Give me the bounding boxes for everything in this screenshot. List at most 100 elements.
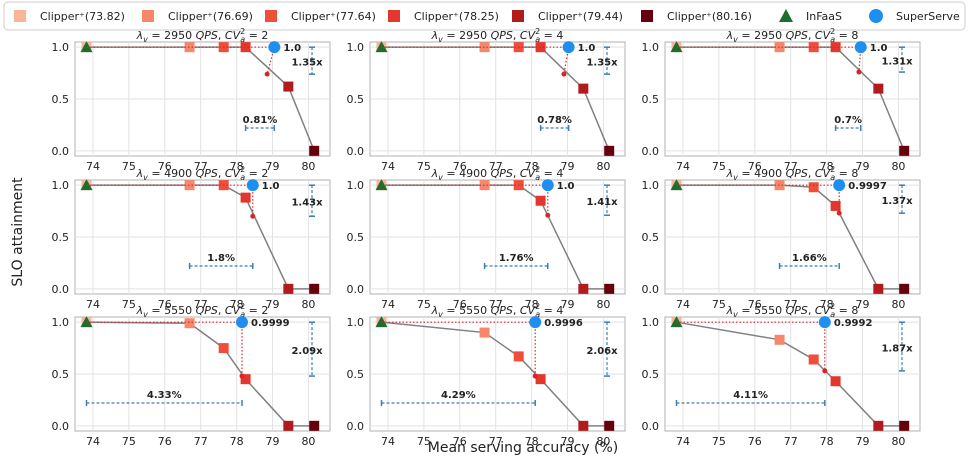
- legend-marker-triangle: [779, 9, 793, 22]
- accuracy-gap-label: 1.66%: [792, 253, 827, 264]
- clipper-point: [808, 182, 819, 193]
- x-tick-label: 80: [596, 298, 610, 311]
- clipper-point: [218, 343, 229, 354]
- clipper-point: [774, 180, 785, 191]
- x-tick-label: 76: [453, 435, 467, 448]
- legend-marker-square: [142, 10, 154, 22]
- clipper-point: [899, 420, 910, 431]
- accuracy-gap-label: 1.8%: [207, 253, 235, 264]
- superserve-value-label: 0.9999: [251, 318, 290, 329]
- y-tick-label: 0.0: [52, 283, 70, 296]
- x-tick-label: 77: [784, 435, 798, 448]
- accuracy-gap-label: 1.76%: [499, 253, 534, 264]
- legend-marker-square: [388, 10, 400, 22]
- y-tick-label: 0.0: [347, 145, 365, 158]
- accuracy-gap-label: 4.29%: [441, 390, 476, 401]
- crossing-point: [264, 71, 270, 77]
- superserve-value-label: 1.0: [578, 43, 596, 54]
- panel-title: λv = 4900 QPS, CV2 a = 2: [136, 165, 269, 182]
- x-tick-label: 78: [525, 160, 539, 173]
- panel-title: λv = 2950 QPS, CV2 a = 2: [136, 27, 269, 44]
- x-tick-label: 77: [784, 298, 798, 311]
- legend-label: SuperServe: [896, 10, 960, 23]
- crossing-point: [856, 69, 862, 75]
- speedup-label: 1.41x: [586, 197, 618, 208]
- x-tick-label: 78: [820, 435, 834, 448]
- clipper-point: [873, 83, 884, 94]
- panel: 74 75 76 77 78 79 80 0.0 0.5 1.0 λv = 5550 QPS, CV…: [347, 302, 626, 448]
- clipper-point: [578, 83, 589, 94]
- panel: 74 75 76 77 78 79 80 0.0 0.5 1.0 λv = 2950 QPS, CV…: [347, 27, 626, 173]
- x-tick-label: 77: [489, 298, 503, 311]
- x-tick-label: 74: [86, 298, 100, 311]
- speedup-label: 1.35x: [586, 58, 618, 69]
- legend-item: Clipper⁺(76.69): [142, 10, 253, 23]
- panel: 74 75 76 77 78 79 80 0.0 0.5 1.0 λv = 2950 QPS, CV…: [642, 27, 921, 173]
- x-tick-label: 76: [748, 298, 762, 311]
- crossing-point: [545, 212, 551, 218]
- x-tick-label: 78: [820, 298, 834, 311]
- x-tick-label: 75: [712, 435, 726, 448]
- accuracy-gap-label: 0.7%: [834, 115, 862, 126]
- x-tick-label: 79: [561, 160, 575, 173]
- x-tick-label: 80: [596, 160, 610, 173]
- clipper-point: [479, 327, 490, 338]
- y-tick-label: 0.0: [642, 420, 660, 433]
- accuracy-gap-label: 0.81%: [243, 115, 278, 126]
- legend-marker-square: [14, 10, 26, 22]
- clipper-point: [830, 200, 841, 211]
- clipper-point: [240, 42, 251, 53]
- legend-item: Clipper⁺(80.16): [641, 10, 752, 23]
- x-tick-label: 77: [489, 160, 503, 173]
- legend-marker-square: [641, 10, 653, 22]
- y-tick-label: 0.0: [52, 145, 70, 158]
- crossing-point: [836, 210, 842, 216]
- x-tick-label: 80: [301, 298, 315, 311]
- crossing-point: [561, 71, 567, 77]
- x-tick-label: 78: [525, 435, 539, 448]
- clipper-point: [604, 420, 615, 431]
- clipper-point: [830, 42, 841, 53]
- accuracy-gap-label: 4.11%: [733, 390, 768, 401]
- clipper-point: [830, 376, 841, 387]
- y-tick-label: 0.5: [347, 231, 365, 244]
- superserve-value-label: 1.0: [283, 43, 301, 54]
- clipper-point: [873, 283, 884, 294]
- clipper-point: [283, 283, 294, 294]
- y-tick-label: 0.5: [52, 93, 70, 106]
- clipper-point: [184, 318, 195, 329]
- y-tick-label: 1.0: [642, 316, 660, 329]
- legend-marker-circle: [869, 9, 883, 23]
- clipper-point: [479, 180, 490, 191]
- clipper-point: [535, 195, 546, 206]
- superserve-value-label: 0.9992: [834, 318, 873, 329]
- y-tick-label: 0.0: [642, 283, 660, 296]
- clipper-point: [184, 42, 195, 53]
- x-tick-label: 74: [381, 160, 395, 173]
- x-tick-label: 79: [266, 160, 280, 173]
- panel-title: λv = 5550 QPS, CV2 a = 2: [136, 302, 269, 319]
- x-tick-label: 75: [417, 160, 431, 173]
- x-tick-label: 80: [891, 160, 905, 173]
- legend: Clipper⁺(73.82) Clipper⁺(76.69) Clipper⁺(7…: [3, 1, 966, 31]
- panel: 74 75 76 77 78 79 80 0.0 0.5 1.0 λv = 4900 QPS, CV…: [642, 165, 921, 311]
- clipper-point: [604, 283, 615, 294]
- panel: 74 75 76 77 78 79 80 0.0 0.5 1.0 λv = 5550 QPS, CV…: [52, 302, 331, 448]
- clipper-point: [535, 42, 546, 53]
- x-tick-label: 75: [417, 298, 431, 311]
- x-tick-label: 79: [561, 435, 575, 448]
- x-tick-label: 74: [676, 298, 690, 311]
- x-tick-label: 79: [266, 435, 280, 448]
- crossing-point: [250, 213, 256, 219]
- x-tick-label: 78: [525, 298, 539, 311]
- x-tick-label: 78: [820, 160, 834, 173]
- x-tick-label: 75: [712, 160, 726, 173]
- clipper-point: [578, 283, 589, 294]
- superserve-point: [236, 316, 249, 329]
- legend-item: InFaaS: [779, 9, 842, 23]
- legend-marker-square: [512, 10, 524, 22]
- superserve-point: [268, 41, 281, 54]
- y-tick-label: 0.5: [52, 231, 70, 244]
- clipper-point: [535, 374, 546, 385]
